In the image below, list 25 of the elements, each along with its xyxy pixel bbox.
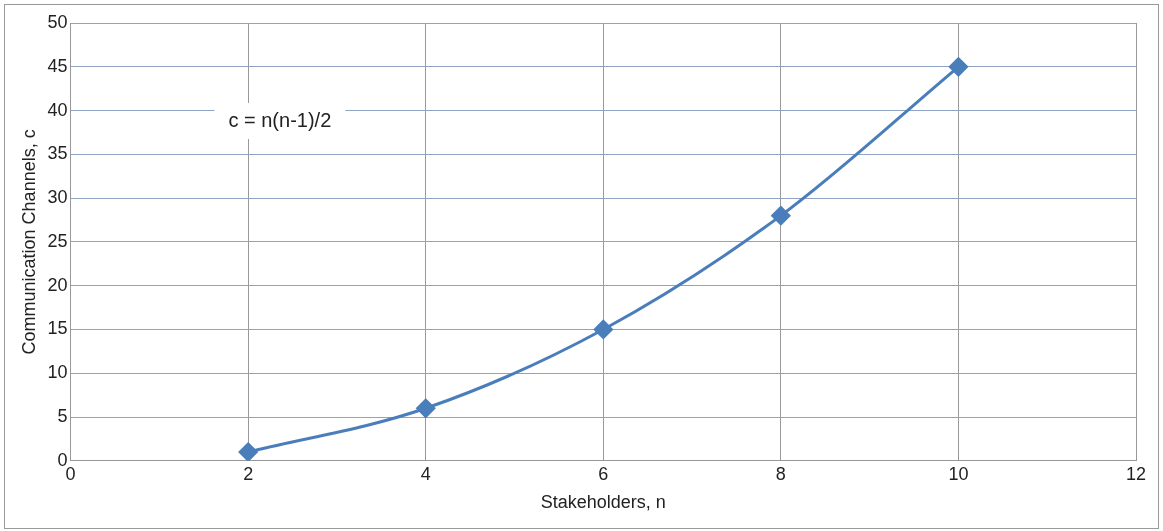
y-tick-label: 5 bbox=[57, 405, 68, 426]
annotation: c = n(n-1)/2 bbox=[228, 108, 332, 131]
x-tick-label: 2 bbox=[243, 463, 254, 484]
point bbox=[416, 398, 436, 418]
y-tick-label: 20 bbox=[47, 274, 68, 295]
y-tick-label: 45 bbox=[47, 55, 68, 76]
point bbox=[238, 442, 258, 461]
point bbox=[771, 206, 791, 226]
point bbox=[948, 57, 968, 77]
x-axis-title: Stakeholders, n bbox=[540, 492, 666, 513]
y-tick-label: 50 bbox=[47, 11, 68, 32]
y-tick-label: 30 bbox=[47, 187, 68, 208]
x-tick-label: 4 bbox=[420, 463, 431, 484]
y-tick-label: 25 bbox=[47, 230, 68, 251]
y-tick-label: 35 bbox=[47, 143, 68, 164]
x-tick-label: 6 bbox=[598, 463, 609, 484]
point bbox=[593, 319, 613, 339]
y-tick-label: 40 bbox=[47, 99, 68, 120]
y-tick-label: 0 bbox=[57, 449, 68, 470]
y-tick-label: 15 bbox=[47, 318, 68, 339]
y-tick-label: 10 bbox=[47, 362, 68, 383]
x-tick-label: 12 bbox=[1125, 463, 1147, 484]
y-axis-title: Communication Channels, c bbox=[18, 129, 39, 355]
x-tick-label: 8 bbox=[775, 463, 786, 484]
x-tick-label: 10 bbox=[948, 463, 969, 484]
